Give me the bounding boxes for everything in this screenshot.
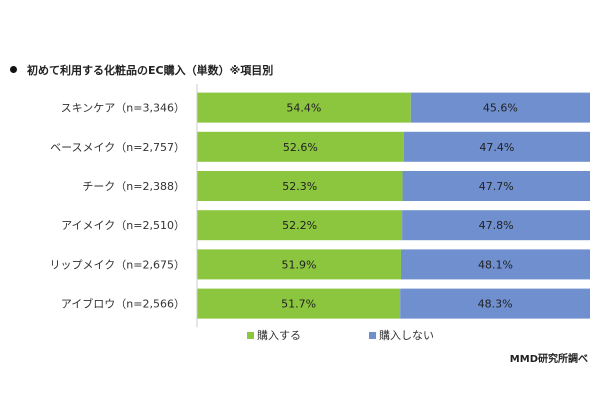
category-label: スキンケア（n=3,346） [61, 102, 185, 115]
category-label: アイブロウ（n=2,566） [61, 297, 185, 311]
bar-segment [197, 288, 401, 319]
legend-item: 購入しない [369, 327, 434, 343]
legend-label: 購入しない [379, 329, 434, 342]
data-label: 51.7% [281, 298, 316, 311]
legend-swatch [369, 331, 376, 339]
data-label: 47.4% [479, 141, 514, 154]
source-note: MMD研究所調べ [509, 354, 588, 365]
bar-segment [400, 249, 590, 280]
bar-segment [402, 171, 590, 201]
chart-title-text: 初めて利用する化粧品のEC購入（単数）※項目別 [27, 64, 274, 77]
legend-label: 購入する [257, 329, 301, 342]
bullet-icon [10, 66, 17, 73]
legend-swatch [247, 331, 254, 339]
data-label: 51.9% [282, 258, 317, 271]
data-label: 45.6% [483, 102, 518, 115]
chart-title: 初めて利用する化粧品のEC購入（単数）※項目別 [10, 62, 273, 78]
bar-segment [410, 92, 590, 123]
category-label: ベースメイク（n=2,757） [50, 141, 185, 154]
bar-segment [197, 131, 404, 162]
data-label: 47.7% [479, 180, 514, 193]
bar-segment [403, 131, 590, 162]
data-label: 52.3% [282, 180, 317, 193]
data-label: 52.6% [283, 141, 318, 154]
bar-segment [197, 210, 403, 241]
data-label: 48.1% [478, 258, 513, 271]
bar-segment [402, 210, 590, 241]
category-label: チーク（n=2,388） [82, 180, 185, 193]
legend-item: 購入する [247, 327, 301, 343]
category-label: アイメイク（n=2,510） [61, 219, 185, 232]
data-label: 47.8% [479, 219, 514, 232]
category-label: リップメイク（n=2,675） [50, 258, 185, 271]
data-label: 48.3% [478, 298, 513, 311]
data-label: 52.2% [282, 219, 317, 232]
data-label: 54.4% [286, 102, 321, 115]
bar-segment [400, 288, 590, 319]
bar-segment [197, 92, 411, 123]
bar-segment [197, 171, 403, 201]
bar-segment [197, 249, 401, 280]
